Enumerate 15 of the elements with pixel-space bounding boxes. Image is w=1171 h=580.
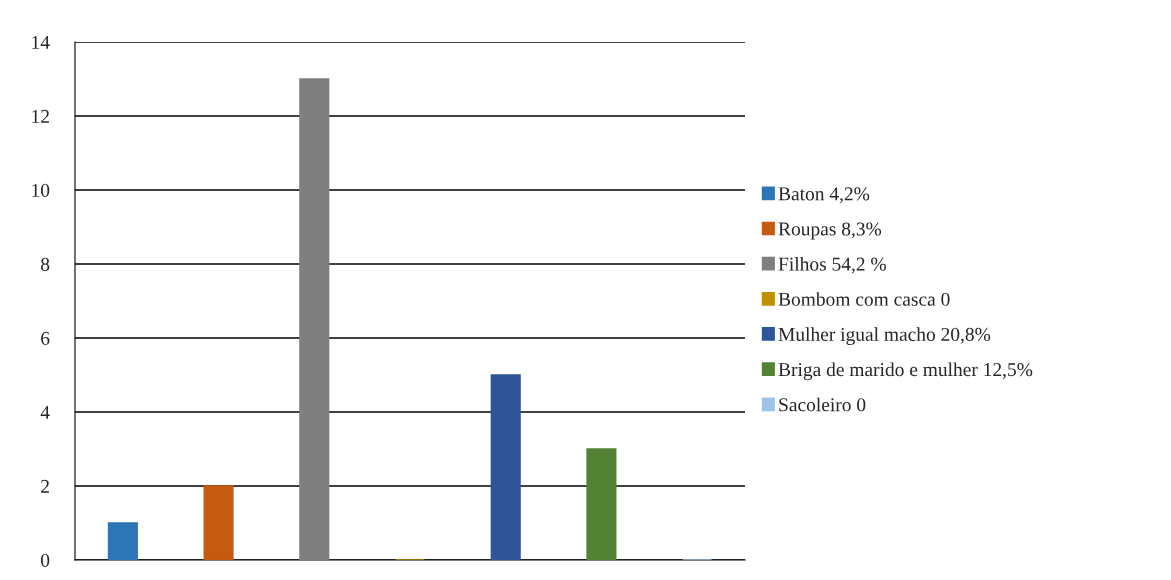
y-tick-label: 8 [41,257,50,271]
y-tick-label: 0 [41,553,50,567]
legend-label: Sacoleiro 0 [779,397,866,412]
y-tick-label: 2 [41,479,49,493]
y-tick-label: 14 [32,35,50,49]
legend-label: Baton 4,2% [778,187,870,204]
legend-label: Filhos 54,2 % [778,256,886,274]
legend-label: Bombom com casca 0 [778,292,950,306]
y-tick-label: 6 [41,331,50,345]
y-tick-label: 12 [32,109,49,123]
y-tick-label: 10 [32,183,50,197]
legend-label: Roupas 8,3% [778,222,882,240]
legend-label: Briga de marido e mulher 12,5% [778,362,1033,381]
legend-label: Mulher igual macho 20,8% [778,327,991,345]
y-tick-label: 4 [40,405,50,419]
